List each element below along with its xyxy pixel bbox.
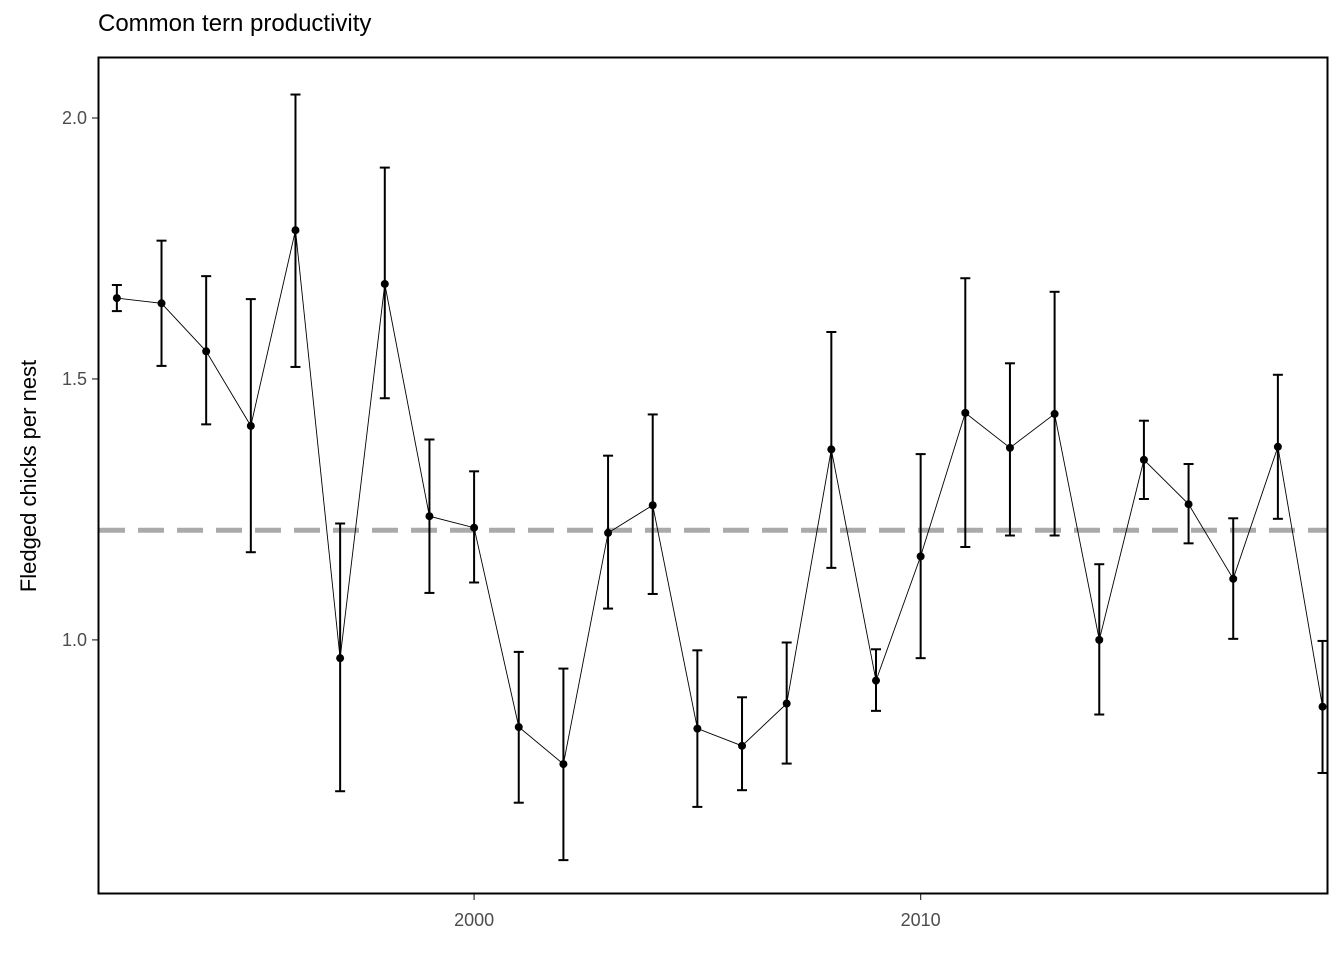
chart-title: Common tern productivity <box>98 10 372 37</box>
data-point <box>693 724 702 733</box>
data-point <box>1184 500 1193 509</box>
data-point <box>336 654 345 663</box>
data-point <box>738 741 747 750</box>
y-tick-label: 2.0 <box>62 108 87 128</box>
data-point <box>1139 455 1148 464</box>
data-point <box>648 501 657 510</box>
data-point <box>961 408 970 417</box>
y-tick-label: 1.5 <box>62 369 87 389</box>
data-point <box>1095 635 1104 644</box>
data-point <box>1005 443 1014 452</box>
data-point <box>604 528 613 537</box>
data-point <box>380 279 389 288</box>
y-tick-label: 1.0 <box>62 630 87 650</box>
data-point <box>1050 409 1059 418</box>
series-line <box>116 230 1323 765</box>
x-tick-label: 2000 <box>454 910 494 930</box>
data-point <box>246 421 255 430</box>
data-point <box>827 445 836 454</box>
data-point <box>559 760 568 769</box>
data-point <box>514 723 523 732</box>
plot-panel-border <box>97 56 1329 895</box>
data-point <box>157 299 166 308</box>
data-point <box>112 294 121 303</box>
data-point <box>470 523 479 532</box>
data-point <box>782 699 791 708</box>
x-tick-label: 2010 <box>901 910 941 930</box>
data-point <box>202 347 211 356</box>
data-point <box>291 226 300 235</box>
data-point <box>1273 442 1282 451</box>
data-point <box>425 512 434 521</box>
y-axis-label: Fledged chicks per nest <box>16 360 41 592</box>
data-point <box>871 676 880 685</box>
data-point <box>1318 702 1327 711</box>
data-point <box>916 552 925 561</box>
data-point <box>1229 574 1238 583</box>
